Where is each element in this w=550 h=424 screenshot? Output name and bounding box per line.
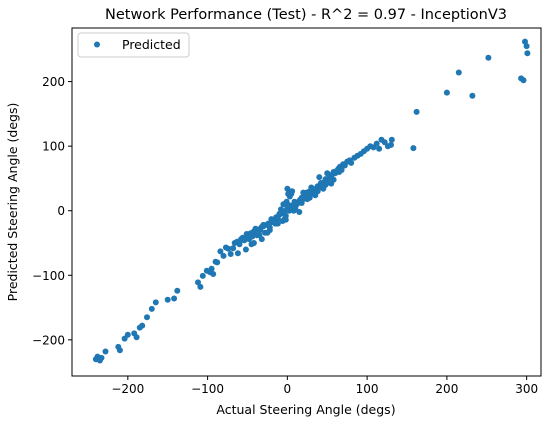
data-point: [264, 229, 271, 236]
data-point: [284, 185, 291, 192]
data-point: [300, 189, 307, 196]
data-point: [523, 43, 530, 50]
legend: Predicted: [77, 32, 190, 58]
legend-marker: [94, 41, 100, 48]
data-point: [249, 233, 256, 240]
y-tick-label: −200: [32, 333, 65, 347]
data-point: [276, 210, 283, 217]
data-point: [524, 50, 531, 57]
data-point: [312, 192, 319, 199]
data-point: [217, 248, 224, 255]
legend-label-predicted: Predicted: [122, 37, 181, 52]
data-point: [152, 299, 159, 306]
data-point: [373, 140, 380, 147]
data-point: [98, 354, 105, 361]
data-point: [522, 38, 528, 45]
data-point: [208, 265, 215, 272]
y-tick-label: −100: [32, 269, 65, 283]
data-point: [260, 221, 267, 228]
data-point: [279, 218, 286, 224]
data-point: [272, 220, 279, 227]
data-point: [443, 89, 450, 96]
data-point: [242, 246, 249, 253]
x-tick-label: 100: [356, 382, 379, 396]
data-point: [102, 348, 109, 355]
data-point: [197, 283, 204, 290]
data-point: [144, 314, 150, 321]
data-point: [248, 241, 255, 248]
x-tick-label: −200: [111, 382, 144, 396]
data-point: [348, 159, 355, 166]
data-point: [220, 252, 227, 259]
x-tick-label: 0: [284, 382, 292, 396]
data-point: [336, 169, 343, 175]
data-point: [133, 334, 140, 341]
y-tick-label: 200: [42, 75, 65, 89]
data-point: [139, 322, 146, 329]
data-point: [210, 271, 217, 277]
data-point: [214, 259, 221, 266]
plot-frame: [71, 27, 542, 377]
data-point: [308, 184, 315, 191]
data-point: [296, 209, 303, 215]
data-point: [388, 141, 394, 148]
data-point: [195, 279, 201, 286]
data-point: [230, 245, 237, 252]
x-tick-label: 300: [515, 382, 538, 396]
x-tick-label: 200: [435, 382, 458, 396]
data-point: [225, 245, 232, 252]
x-axis-label: Actual Steering Angle (degs): [216, 402, 395, 417]
data-point: [227, 251, 234, 257]
data-point: [455, 69, 462, 76]
data-point: [469, 92, 476, 99]
x-tick-label: −100: [191, 382, 224, 396]
axis-ticks: −200 −100 0 100 200 300 −200 −100 0 100 200: [32, 75, 538, 396]
data-point: [256, 232, 263, 239]
chart-title: Network Performance (Test) - R^2 = 0.97 …: [105, 7, 507, 23]
data-point: [244, 234, 251, 241]
data-point: [236, 238, 243, 245]
y-tick-label: 100: [42, 140, 65, 154]
data-points: [92, 38, 531, 364]
y-axis-label: Predicted Steering Angle (degs): [5, 103, 20, 302]
legend-box: [77, 32, 190, 58]
data-point: [376, 145, 383, 152]
data-point: [328, 180, 335, 187]
data-point: [388, 136, 395, 143]
data-point: [199, 272, 206, 279]
data-point: [485, 54, 492, 61]
data-point: [298, 200, 305, 206]
data-point: [124, 331, 131, 338]
data-point: [285, 190, 292, 197]
data-point: [324, 170, 331, 177]
data-point: [148, 305, 155, 312]
data-point: [171, 295, 178, 302]
data-point: [520, 77, 527, 84]
data-point: [290, 207, 297, 214]
data-point: [413, 108, 420, 115]
data-point: [252, 227, 259, 234]
y-tick-label: 0: [57, 204, 65, 218]
data-point: [164, 296, 171, 303]
data-point: [304, 196, 311, 203]
data-point: [283, 198, 290, 205]
data-point: [316, 174, 323, 181]
data-point: [174, 287, 181, 294]
data-point: [410, 145, 417, 152]
data-point: [291, 198, 298, 205]
data-point: [116, 347, 123, 354]
data-point: [320, 185, 327, 192]
data-point: [234, 250, 241, 257]
